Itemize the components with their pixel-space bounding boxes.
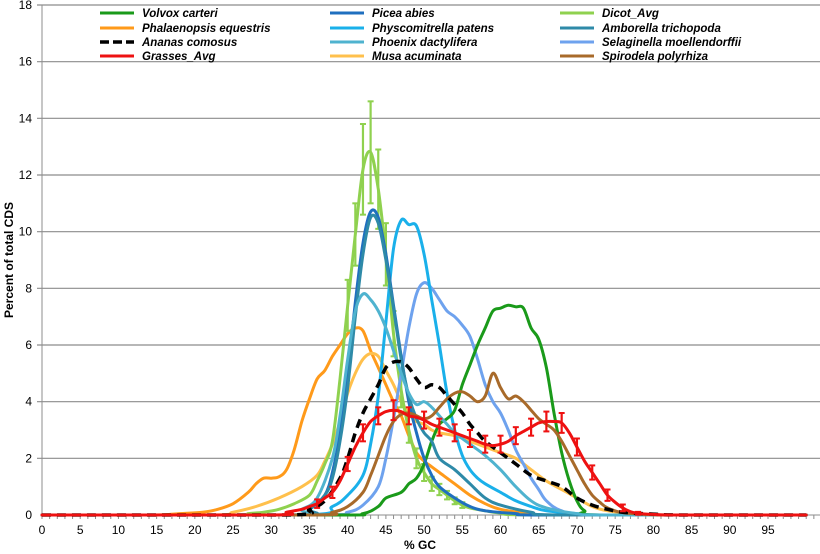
series-line-selaginella-moellendorffii xyxy=(40,281,808,517)
legend-label: Phoenix dactylifera xyxy=(372,37,478,49)
x-tick-label: 70 xyxy=(570,523,584,537)
x-tick-label: 35 xyxy=(303,523,317,537)
legend-item-phoenix-dactylifera: Phoenix dactylifera xyxy=(330,37,478,49)
series-line-amborella-trichopoda xyxy=(40,213,808,517)
legend-item-grasses-avg: Grasses_Avg xyxy=(100,51,216,63)
legend-item-ananas-comosus: Ananas comosus xyxy=(100,37,237,49)
y-tick-label: 12 xyxy=(19,168,33,182)
series-physcomitrella-patens xyxy=(40,217,808,517)
legend-label: Physcomitrella patens xyxy=(372,23,494,35)
x-tick-label: 45 xyxy=(379,523,393,537)
legend-label: Amborella trichopoda xyxy=(601,23,721,35)
x-tick-label: 30 xyxy=(265,523,279,537)
y-tick-label: 2 xyxy=(25,451,32,465)
y-tick-label: 8 xyxy=(25,281,32,295)
x-tick-label: 10 xyxy=(112,523,126,537)
legend: Volvox carteri Picea abies Dicot_Avg Phalae… xyxy=(100,8,742,63)
x-tick-label: 20 xyxy=(188,523,202,537)
legend-label: Phalaenopsis equestris xyxy=(142,23,270,35)
series-dicot-avg xyxy=(40,100,808,517)
series-line-physcomitrella-patens xyxy=(40,217,808,517)
legend-label: Volvox carteri xyxy=(142,8,218,20)
legend-item-amborella-trichopoda: Amborella trichopoda xyxy=(560,23,721,35)
grid-lines xyxy=(37,4,820,459)
legend-item-physcomitrella-patens: Physcomitrella patens xyxy=(330,23,494,35)
legend-item-phalaenopsis-equestris: Phalaenopsis equestris xyxy=(100,23,270,35)
series-line-volvox-carteri xyxy=(40,303,808,517)
legend-label: Musa acuminata xyxy=(372,51,462,63)
series-line-phoenix-dactylifera xyxy=(40,292,808,517)
x-tick-label: 80 xyxy=(647,523,661,537)
x-tick-label: 60 xyxy=(494,523,508,537)
x-tick-label: 5 xyxy=(77,523,84,537)
y-tick-label: 16 xyxy=(19,55,33,69)
x-tick-label: 90 xyxy=(723,523,737,537)
x-tick-label: 95 xyxy=(761,523,775,537)
x-tick-label: 65 xyxy=(532,523,546,537)
legend-label: Selaginella moellendorffii xyxy=(602,37,742,49)
x-tick-label: 0 xyxy=(39,523,46,537)
y-tick-label: 14 xyxy=(19,111,33,125)
x-tick-label: 50 xyxy=(417,523,431,537)
legend-label: Spirodela polyrhiza xyxy=(602,51,709,63)
x-tick-label: 85 xyxy=(685,523,699,537)
x-tick-label: 40 xyxy=(341,523,355,537)
series-spirodela-polyrhiza xyxy=(40,371,808,517)
x-tick-label: 15 xyxy=(150,523,164,537)
series-selaginella-moellendorffii xyxy=(40,281,808,517)
legend-label: Ananas comosus xyxy=(141,37,237,49)
series-amborella-trichopoda xyxy=(40,213,808,517)
legend-item-picea-abies: Picea abies xyxy=(330,8,435,20)
legend-label: Grasses_Avg xyxy=(142,51,216,63)
legend-label: Picea abies xyxy=(372,8,435,20)
x-tick-label: 55 xyxy=(456,523,470,537)
y-tick-label: 4 xyxy=(25,395,32,409)
y-tick-labels: 0 2 4 6 8 10 12 14 16 18 xyxy=(19,0,33,522)
y-tick-label: 18 xyxy=(19,0,33,12)
series-grasses-avg xyxy=(40,399,808,517)
legend-item-volvox-carteri: Volvox carteri xyxy=(100,8,218,20)
x-tick-labels: 0 5 10 15 20 25 30 35 40 45 50 55 60 65 70 75 80 85 90 95 xyxy=(39,523,775,537)
x-tick-label: 75 xyxy=(608,523,622,537)
legend-item-selaginella-moellendorffii: Selaginella moellendorffii xyxy=(560,37,742,49)
series-line-grasses-avg xyxy=(40,408,808,517)
y-axis-title: Percent of total CDS xyxy=(2,202,16,318)
y-tick-label: 6 xyxy=(25,338,32,352)
series-volvox-carteri xyxy=(40,303,808,517)
series-line-ananas-comosus xyxy=(42,359,807,517)
legend-item-musa-acuminata: Musa acuminata xyxy=(330,51,462,63)
y-tick-label: 0 xyxy=(25,508,32,522)
legend-label: Dicot_Avg xyxy=(602,8,659,20)
series-line-spirodela-polyrhiza xyxy=(40,371,808,517)
series-ananas-comosus xyxy=(42,359,807,517)
legend-item-dicot-avg: Dicot_Avg xyxy=(560,8,659,20)
legend-item-spirodela-polyrhiza: Spirodela polyrhiza xyxy=(560,51,709,63)
x-axis-title: % GC xyxy=(404,538,436,552)
y-tick-label: 10 xyxy=(19,225,33,239)
series-line-dicot-avg xyxy=(40,150,808,517)
x-tick-label: 25 xyxy=(226,523,240,537)
series-phoenix-dactylifera xyxy=(40,292,808,517)
series-layer xyxy=(40,100,808,517)
